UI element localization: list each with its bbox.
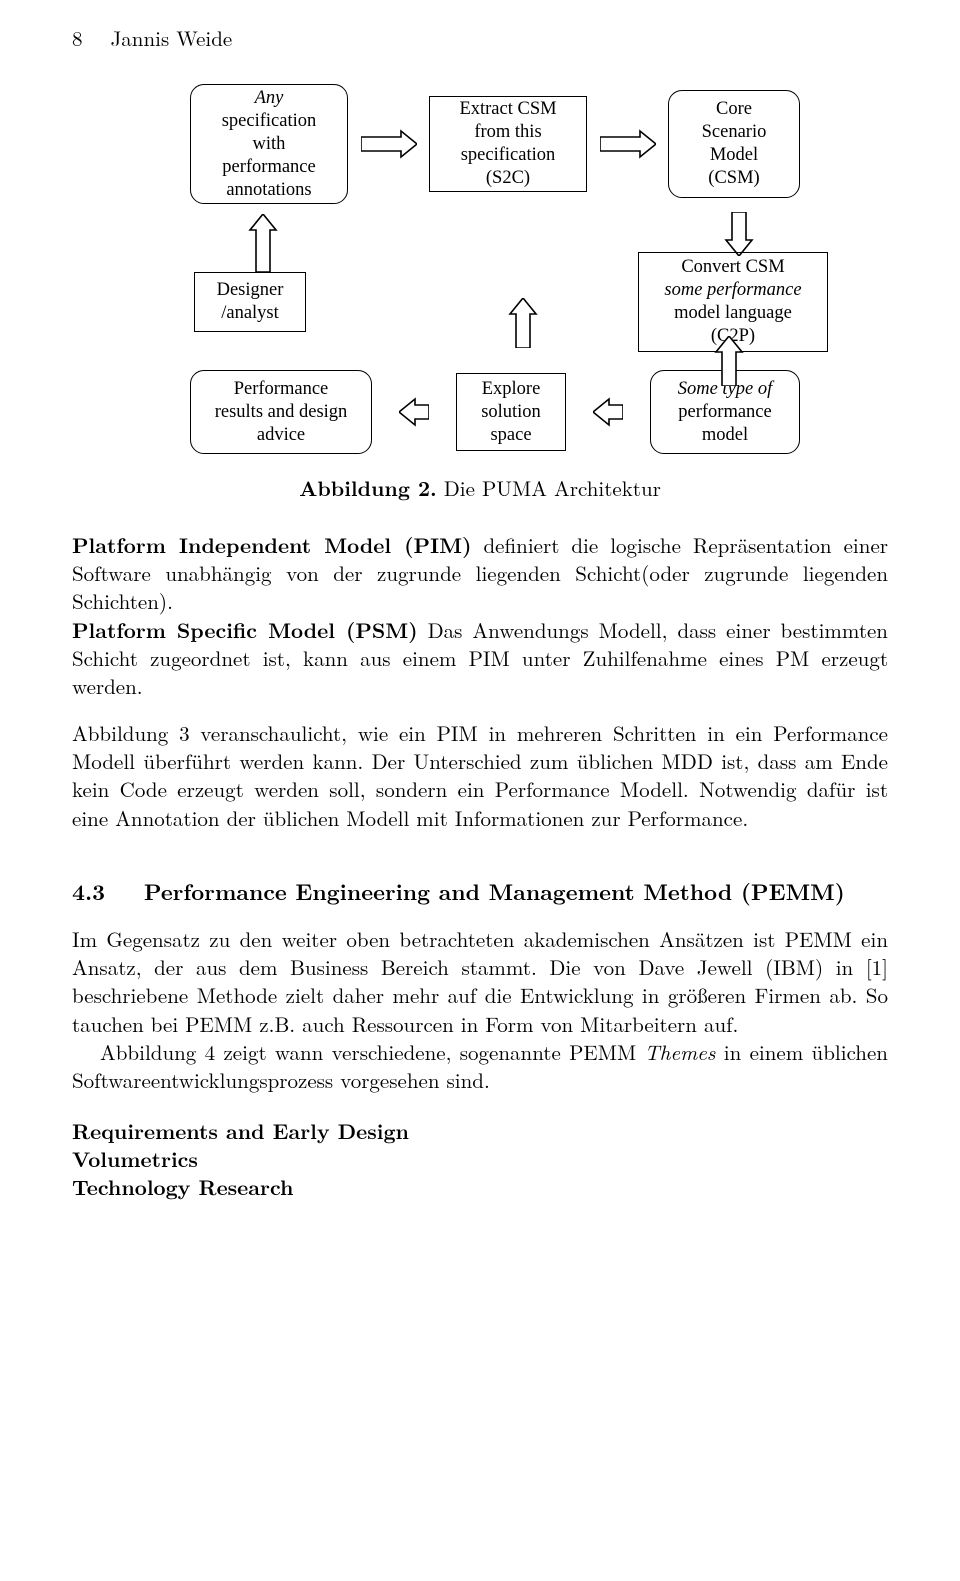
section-paragraph-2: Abbildung 4 zeigt wann verschiedene, sog… [72, 1038, 888, 1095]
p2-text-a: Abbildung 4 zeigt wann verschiedene, sog… [100, 1037, 645, 1067]
node-core-scenario-model: CoreScenarioModel(CSM) [668, 90, 800, 198]
arrow-left-icon [593, 397, 623, 427]
node-specification: Anyspecificationwithperformanceannotatio… [190, 84, 348, 204]
section-number: 4.3 [72, 875, 105, 907]
caption-label: Abbildung 2. [299, 473, 437, 503]
caption-text: Die PUMA Architektur [444, 473, 661, 503]
arrow-up-icon [714, 336, 744, 392]
section-title: Performance Engineering and Management M… [144, 875, 845, 907]
author-name: Jannis Weide [111, 24, 233, 52]
arrow-up-icon [508, 298, 538, 354]
section-paragraph-1: Im Gegensatz zu den weiter oben betracht… [72, 925, 888, 1038]
arrow-up-icon [248, 214, 278, 278]
closing-term-volumetrics: Volumetrics [72, 1145, 888, 1173]
definition-pim: Platform Independent Model (PIM) definie… [72, 531, 888, 616]
arrow-right-icon [361, 129, 417, 159]
body-paragraph: Abbildung 3 veranschaulicht, wie ein PIM… [72, 719, 888, 832]
arrow-right-icon [600, 129, 656, 159]
definition-term: Platform Independent Model (PIM) [72, 530, 471, 560]
node-designer-analyst: Designer/analyst [194, 272, 306, 332]
puma-architecture-diagram: Anyspecificationwithperformanceannotatio… [160, 84, 800, 454]
closing-term-requirements: Requirements and Early Design [72, 1117, 888, 1145]
definition-psm: Platform Specific Model (PSM) Das Anwend… [72, 616, 888, 701]
closing-terms: Requirements and Early Design Volumetric… [72, 1117, 888, 1202]
diagram-connector-row [190, 348, 800, 388]
closing-term-technology: Technology Research [72, 1173, 888, 1201]
diagram-row-1: Anyspecificationwithperformanceannotatio… [190, 84, 800, 204]
p2-themes-italic: Themes [645, 1037, 716, 1067]
node-extract-csm: Extract CSMfrom thisspecification(S2C) [429, 96, 587, 192]
definition-term: Platform Specific Model (PSM) [72, 615, 418, 645]
arrow-left-icon [399, 397, 429, 427]
page-header: 8 Jannis Weide [72, 24, 888, 52]
section-heading-4-3: 4.3 Performance Engineering and Manageme… [72, 876, 888, 906]
page-number: 8 [72, 24, 83, 52]
figure-caption: Abbildung 2. Die PUMA Architektur [72, 474, 888, 502]
diagram-row-2: Designer/analyst Convert CSMsome perform… [190, 218, 800, 348]
